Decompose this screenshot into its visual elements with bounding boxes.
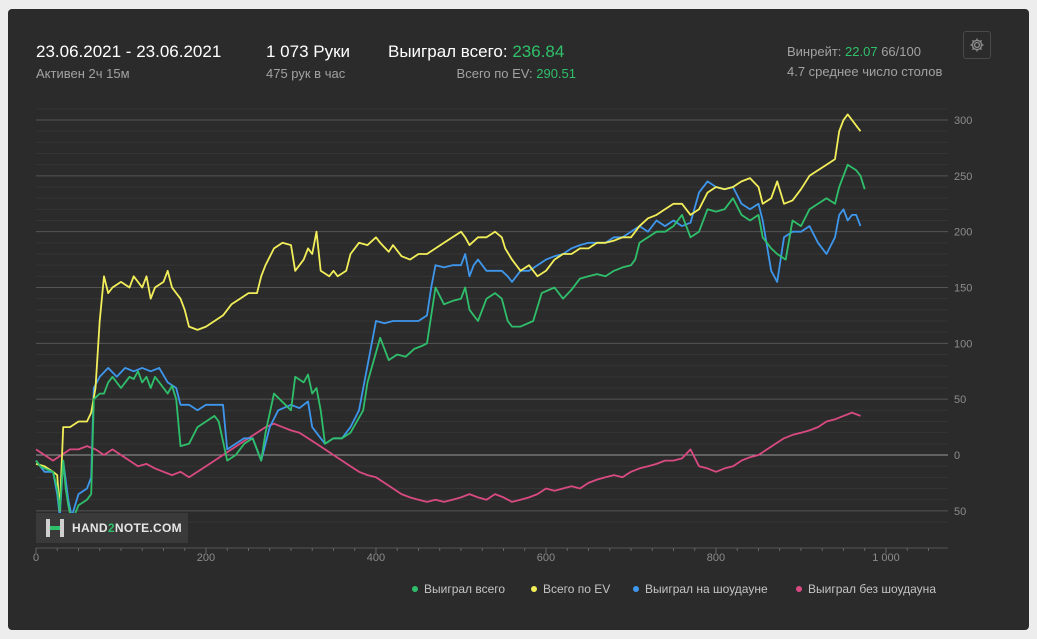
hands-count: 1 073 Руки [266,42,351,61]
ev-value: 290.51 [536,66,576,81]
won-total-value: 236.84 [512,42,565,61]
series-line-0 [35,163,866,523]
x-tick-label: 1 000 [872,552,900,564]
series-line-3 [35,411,861,503]
legend-label: Всего по EV [543,582,611,596]
y-tick-label: 100 [954,338,972,350]
active-time: Активен 2ч 15м [36,66,130,81]
y-axis: 300 250 200 150 100 50 0 50 [954,115,972,518]
date-range: 23.06.2021 - 23.06.2021 [36,42,222,61]
legend-item-won-total[interactable]: Выиграл всего [412,582,505,596]
hand2note-logo: HAND2NOTE.COM [36,513,188,543]
x-tick-label: 800 [707,552,725,564]
won-total-label: Выиграл всего: [388,42,508,61]
legend-dot [531,586,537,592]
series-lines [35,113,866,523]
x-tick-label: 0 [33,552,39,564]
y-tick-label: 0 [954,450,960,462]
winrate-value: 22.07 [845,44,878,59]
legend-item-ev[interactable]: Всего по EV [531,582,610,596]
hand2note-logo-icon [46,519,64,537]
y-tick-label: 200 [954,227,972,239]
y-tick-label: 150 [954,283,972,295]
y-tick-label: 50 [954,394,966,406]
settings-button[interactable] [963,31,991,59]
ev-total: Всего по EV: 290.51 [457,66,576,81]
legend-label: Выиграл на шоудауне [645,582,768,596]
y-tick-label: 300 [954,115,972,127]
legend-item-non-showdown[interactable]: Выиграл без шоудауна [796,582,936,596]
legend-label: Выиграл без шоудауна [808,582,936,596]
legend-dot [633,586,639,592]
ev-label: Всего по EV: [456,66,533,81]
winrate: Винрейт: 22.07 66/100 [787,44,921,59]
x-tick-label: 400 [367,552,385,564]
series-line-1 [35,113,862,512]
winrate-label: Винрейт: [787,44,842,59]
x-axis: 0 200 400 600 800 1 000 [33,547,948,564]
hands-per-hour: 475 рук в час [266,66,346,81]
series-line-2 [35,180,862,518]
winrate-extra: 66/100 [881,44,921,59]
legend-label: Выиграл всего [424,582,506,596]
logo-text: HAND2NOTE.COM [72,521,182,535]
grid-lines [36,108,948,523]
legend-item-showdown[interactable]: Выиграл на шоудауне [633,582,768,596]
won-total: Выиграл всего: 236.84 [388,42,564,62]
legend-dot [412,586,418,592]
legend-dot [796,586,802,592]
x-tick-label: 600 [537,552,555,564]
y-tick-label: 250 [954,171,972,183]
gear-icon [970,38,984,52]
x-tick-label: 200 [197,552,215,564]
y-tick-label: 50 [954,506,966,518]
avg-tables: 4.7 среднее число столов [787,64,943,79]
